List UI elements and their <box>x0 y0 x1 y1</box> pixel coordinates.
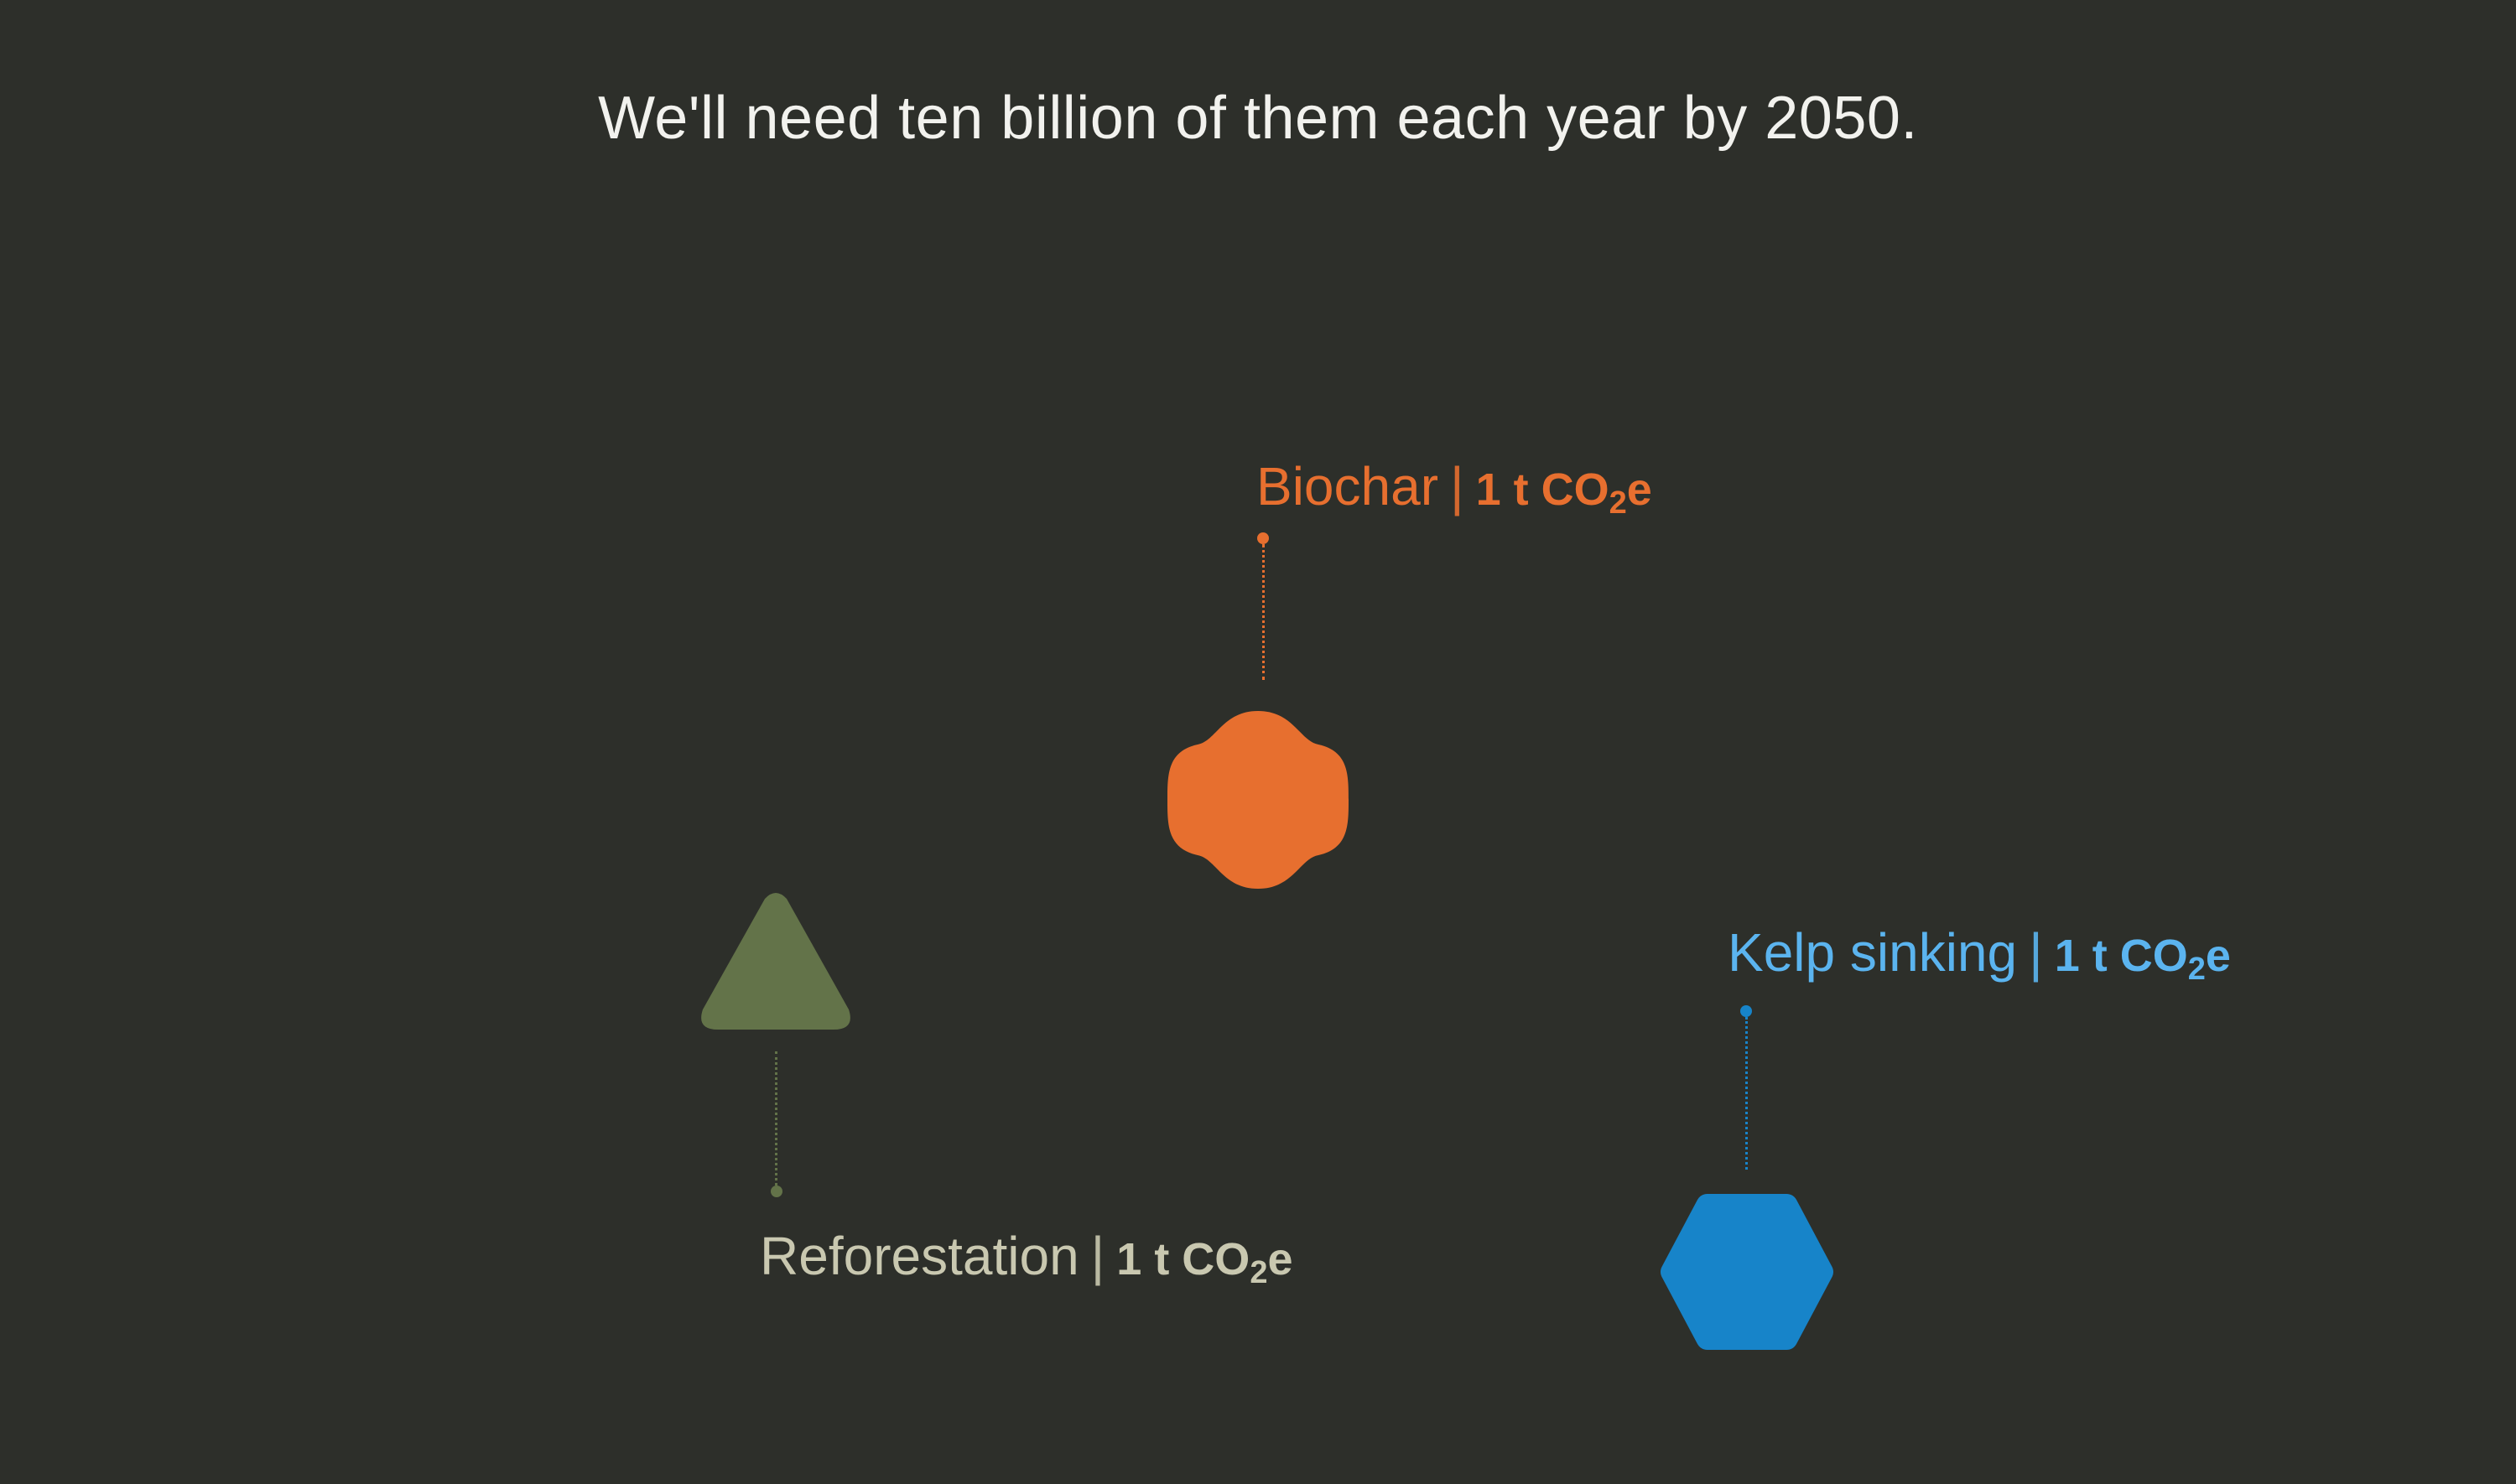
kelp-amount: 1 t CO2e <box>2054 931 2231 987</box>
biochar-leader-line <box>1262 544 1265 680</box>
reforestation-separator: | <box>1090 1226 1105 1286</box>
headline: We'll need ten billion of them each year… <box>598 85 1918 152</box>
biochar-name: Biochar <box>1256 456 1438 516</box>
reforestation-shape <box>701 893 850 1030</box>
kelp-leader-dot <box>1740 1005 1752 1017</box>
reforestation-name: Reforestation <box>760 1226 1079 1286</box>
biochar-shape <box>1167 711 1349 889</box>
biochar-amount: 1 t CO2e <box>1475 464 1652 521</box>
biochar-label: Biochar | 1 t CO2e <box>1256 456 1652 521</box>
reforestation-amount: 1 t CO2e <box>1116 1234 1293 1290</box>
biochar-separator: | <box>1450 456 1464 516</box>
kelp-shape <box>1661 1194 1833 1350</box>
kelp-name: Kelp sinking <box>1728 922 2018 983</box>
kelp-separator: | <box>2029 922 2043 983</box>
biochar-leader-dot <box>1257 532 1269 544</box>
reforestation-leader-dot <box>771 1186 782 1197</box>
kelp-label: Kelp sinking | 1 t CO2e <box>1728 926 2231 987</box>
kelp-leader-line <box>1745 1017 1748 1170</box>
reforestation-label: Reforestation | 1 t CO2e <box>760 1226 1293 1290</box>
reforestation-leader-line <box>775 1051 777 1186</box>
